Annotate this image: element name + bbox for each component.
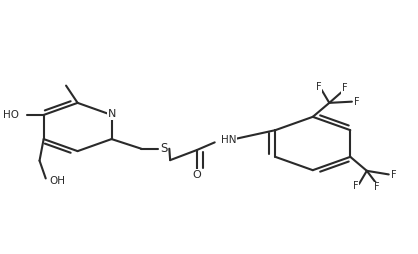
Text: N: N	[108, 109, 117, 119]
Text: F: F	[316, 82, 321, 92]
Text: HO: HO	[3, 110, 19, 120]
Text: F: F	[354, 97, 360, 107]
Text: F: F	[342, 83, 347, 93]
Text: S: S	[160, 142, 168, 155]
Text: F: F	[353, 181, 359, 192]
Text: OH: OH	[50, 176, 66, 186]
Text: HN: HN	[221, 135, 237, 145]
Text: F: F	[375, 182, 380, 192]
Text: F: F	[391, 170, 397, 180]
Text: O: O	[193, 170, 201, 180]
